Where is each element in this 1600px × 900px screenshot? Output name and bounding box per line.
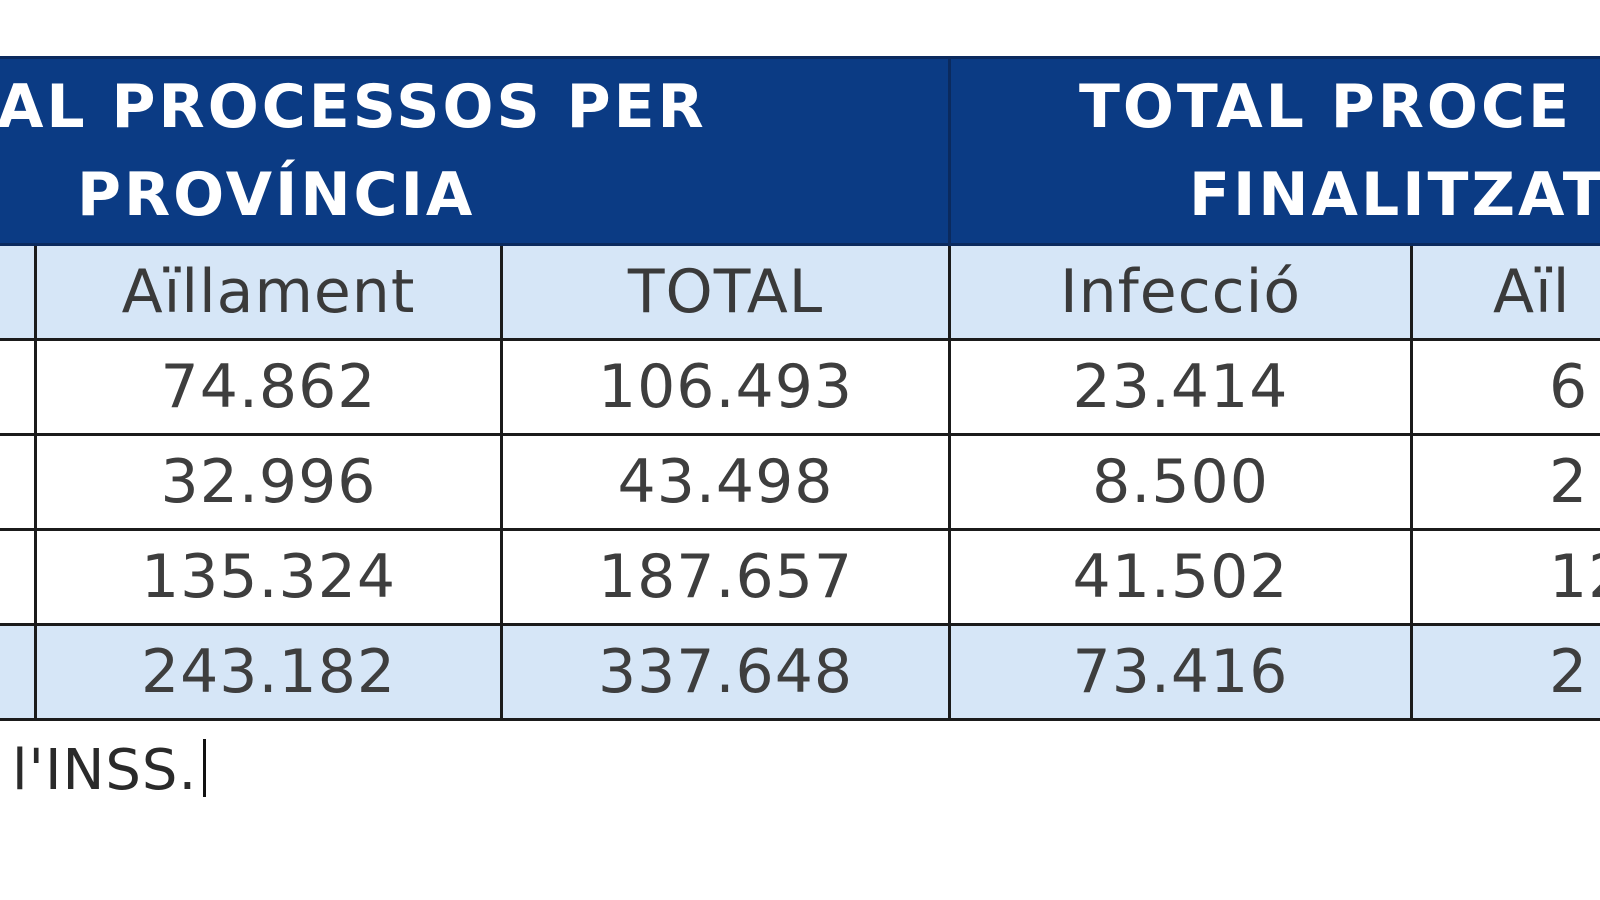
column-header: Infecció — [948, 243, 1413, 341]
table-cell: 41.502 — [948, 528, 1413, 626]
column-header: Aïllament — [34, 243, 503, 341]
table-cell: 43.498 — [500, 433, 951, 531]
table-cell: 2 — [1410, 623, 1600, 721]
table-row: 74.862 106.493 23.414 6 — [0, 338, 1600, 436]
source-note-text: l'INSS. — [12, 738, 198, 803]
group-header-finalitzats: TOTAL PROCE FINALITZAT — [948, 56, 1600, 246]
table-cell: 23.414 — [948, 338, 1413, 436]
group-header-provincia: AL PROCESSOS PER PROVÍNCIA — [0, 56, 951, 246]
column-header-row: Aïllament TOTAL Infecció Aïl — [0, 243, 1600, 341]
source-note: l'INSS. — [12, 738, 207, 803]
table-cell — [0, 433, 37, 531]
table-row: 32.996 43.498 8.500 2 — [0, 433, 1600, 531]
group-header-row: AL PROCESSOS PER PROVÍNCIA TOTAL PROCE F… — [0, 56, 1600, 246]
table-cell: 8.500 — [948, 433, 1413, 531]
table-cell: 106.493 — [500, 338, 951, 436]
table-cell: 12 — [1410, 528, 1600, 626]
table-cell: 187.657 — [500, 528, 951, 626]
table-cell — [0, 528, 37, 626]
table-cell: 6 — [1410, 338, 1600, 436]
group-header-line: AL PROCESSOS PER — [0, 72, 707, 142]
column-header — [0, 243, 37, 341]
table-row: 135.324 187.657 41.502 12 — [0, 528, 1600, 626]
table-cell: 74.862 — [34, 338, 503, 436]
table-cell: 73.416 — [948, 623, 1413, 721]
group-header-line: TOTAL PROCE — [1079, 72, 1572, 142]
text-cursor — [203, 739, 207, 797]
table-cell: 135.324 — [34, 528, 503, 626]
table-cell: 2 — [1410, 433, 1600, 531]
group-header-line: FINALITZAT — [1189, 160, 1600, 230]
table-cell: 32.996 — [34, 433, 503, 531]
table-cell: 243.182 — [34, 623, 503, 721]
table-cell: 337.648 — [500, 623, 951, 721]
column-header: Aïl — [1410, 243, 1600, 341]
group-header-line: PROVÍNCIA — [77, 160, 476, 230]
table-cell — [0, 623, 37, 721]
column-header: TOTAL — [500, 243, 951, 341]
provincial-processes-table: AL PROCESSOS PER PROVÍNCIA TOTAL PROCE F… — [0, 56, 1600, 721]
table-cell — [0, 338, 37, 436]
total-row: 243.182 337.648 73.416 2 — [0, 623, 1600, 721]
